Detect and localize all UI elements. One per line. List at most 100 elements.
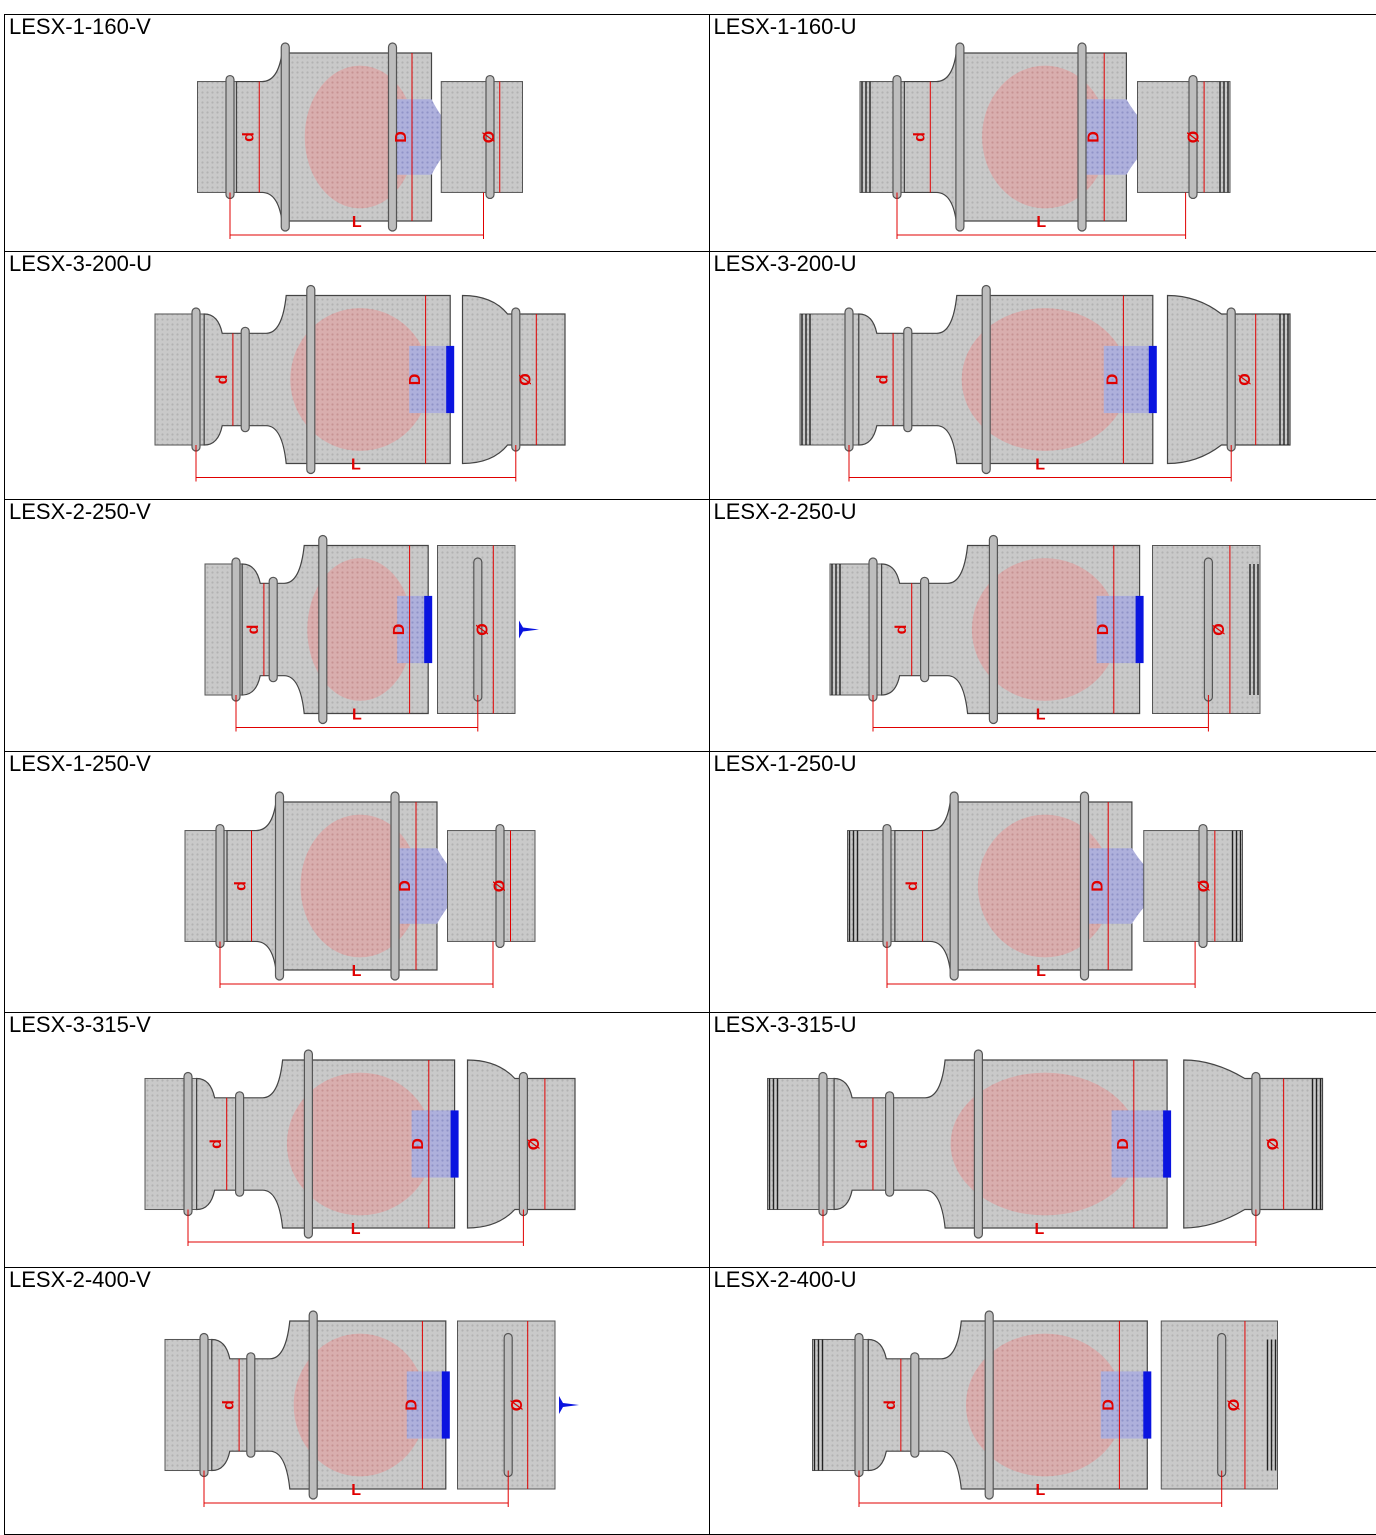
clamp-ring	[950, 792, 958, 980]
dim-label: D	[407, 374, 424, 386]
outlet-pipe	[1143, 831, 1242, 942]
dim-label: L	[1036, 963, 1046, 980]
clamp-ring	[216, 825, 224, 948]
dim-label: D	[397, 880, 414, 892]
dim-label: d	[214, 375, 231, 385]
blue-cap	[1148, 346, 1156, 413]
dim-label: d	[240, 132, 257, 142]
clamp-ring	[276, 792, 284, 980]
clamp-ring	[869, 558, 877, 701]
clamp-ring	[192, 308, 200, 451]
clamp-ring	[226, 76, 234, 199]
dim-label: D	[1095, 624, 1112, 636]
dim-label: Ø	[1211, 623, 1228, 635]
dim-label: L	[1035, 707, 1045, 724]
clamp-ring	[910, 1353, 918, 1457]
clamp-ring	[269, 577, 277, 681]
clamp-ring	[1217, 1333, 1225, 1476]
dim-label: d	[245, 625, 262, 635]
dim-label: d	[903, 881, 920, 891]
clamp-ring	[184, 1072, 192, 1215]
blue-cap	[1143, 1371, 1151, 1438]
clamp-ring	[247, 1353, 255, 1457]
dim-label: Ø	[1185, 131, 1202, 143]
clamp-ring	[985, 1311, 993, 1499]
clamp-ring	[304, 1050, 312, 1238]
clamp-ring	[307, 286, 315, 474]
blue-cap	[446, 346, 454, 413]
dim-label: D	[1089, 880, 1106, 892]
dim-label: Ø	[1236, 373, 1253, 385]
clamp-ring	[883, 825, 891, 948]
dim-label: d	[220, 1400, 237, 1410]
blue-tip	[519, 621, 539, 639]
dim-label: D	[404, 1399, 421, 1411]
blue-cap	[1163, 1110, 1171, 1177]
dim-label: D	[1100, 1399, 1117, 1411]
clamp-ring	[920, 577, 928, 681]
blue-cap	[451, 1110, 459, 1177]
clamp-ring	[200, 1333, 208, 1476]
dim-label: d	[911, 132, 928, 142]
silencer: d D Ø L	[205, 536, 539, 732]
clamp-ring	[855, 1333, 863, 1476]
page: LESX-1-160-VdDØLLESX-1-160-UdDØLLESX-3-2…	[0, 0, 1376, 1528]
silencer-drawing: d D Ø L	[710, 500, 1376, 751]
dim-label: d	[208, 1139, 225, 1149]
dim-label: L	[351, 1482, 361, 1499]
clamp-ring	[281, 43, 289, 231]
clamp-ring	[319, 536, 327, 724]
dim-label: D	[1115, 1138, 1132, 1150]
dim-label: Ø	[509, 1399, 526, 1411]
blue-cap	[1135, 596, 1143, 663]
clamp-ring	[893, 76, 901, 199]
dim-label: L	[1034, 1221, 1044, 1238]
silencer-drawing: d D Ø L	[5, 500, 708, 751]
dim-label: D	[393, 131, 410, 143]
silencer-drawing: d D Ø L	[5, 1268, 708, 1534]
silencer: d D Ø L	[165, 1311, 579, 1507]
dim-label: D	[391, 624, 408, 636]
dim-label: Ø	[1226, 1399, 1243, 1411]
dim-label: L	[1035, 457, 1045, 474]
clamp-ring	[819, 1072, 827, 1215]
blue-cap	[424, 596, 432, 663]
dim-label: D	[1104, 374, 1121, 386]
dim-label: Ø	[475, 623, 492, 635]
dim-label: Ø	[492, 880, 509, 892]
clamp-ring	[241, 327, 249, 431]
dim-label: L	[352, 707, 362, 724]
dim-label: d	[892, 625, 909, 635]
dim-label: L	[1035, 1482, 1045, 1499]
dim-label: D	[1085, 131, 1102, 143]
dim-label: L	[352, 963, 362, 980]
clamp-ring	[989, 536, 997, 724]
clamp-ring	[955, 43, 963, 231]
dim-label: D	[410, 1138, 427, 1150]
